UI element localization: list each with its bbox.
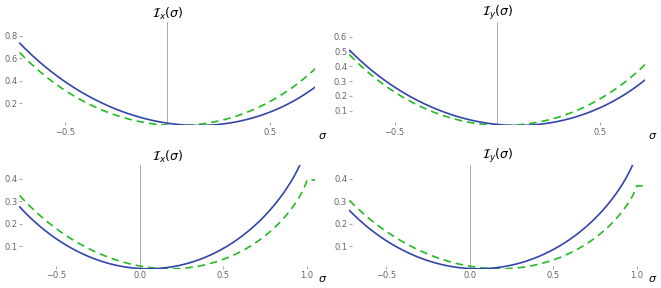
Text: $\sigma$: $\sigma$: [319, 131, 328, 141]
Text: $\sigma$: $\sigma$: [648, 131, 658, 141]
Title: $\mathcal{I}_y(\sigma)$: $\mathcal{I}_y(\sigma)$: [481, 4, 513, 22]
Text: $\sigma$: $\sigma$: [648, 274, 658, 284]
Text: $\sigma$: $\sigma$: [319, 274, 328, 284]
Title: $\mathcal{I}_y(\sigma)$: $\mathcal{I}_y(\sigma)$: [481, 147, 513, 166]
Title: $\mathcal{I}_x(\sigma)$: $\mathcal{I}_x(\sigma)$: [152, 149, 183, 166]
Title: $\mathcal{I}_x(\sigma)$: $\mathcal{I}_x(\sigma)$: [152, 6, 183, 22]
